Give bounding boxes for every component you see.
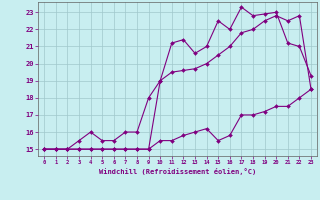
X-axis label: Windchill (Refroidissement éolien,°C): Windchill (Refroidissement éolien,°C) <box>99 168 256 175</box>
